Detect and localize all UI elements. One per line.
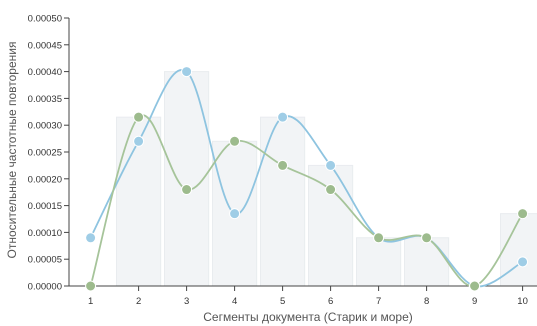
- x-tick-label: 9: [472, 296, 477, 307]
- x-tick-label: 8: [424, 296, 429, 307]
- y-tick-label: 0.00010: [28, 228, 62, 239]
- y-tick-label: 0.00035: [28, 94, 62, 105]
- series-points: [85, 66, 529, 292]
- y-axis-ticks: 0.00000 0.00005 0.00010 0.00015 0.00020 0.000…: [28, 14, 69, 293]
- x-tick-label: 4: [232, 296, 237, 307]
- background-bar: [260, 116, 306, 287]
- y-tick-label: 0.00000: [28, 282, 62, 293]
- x-axis-title: Сегменты документа (Старик и море): [203, 310, 413, 324]
- series-2-point[interactable]: [421, 232, 433, 244]
- y-tick-label: 0.00015: [28, 201, 62, 212]
- series-2-point[interactable]: [229, 135, 241, 147]
- y-tick-label: 0.00045: [28, 40, 62, 51]
- x-axis-ticks: 1 2 3 4 5 6 7 8 9 10: [88, 286, 528, 307]
- background-bars: [116, 71, 537, 287]
- series-2-point[interactable]: [181, 184, 193, 196]
- series-2-point[interactable]: [85, 280, 97, 292]
- y-tick-label: 0.00025: [28, 148, 62, 159]
- x-tick-label: 2: [136, 296, 141, 307]
- series-1-point[interactable]: [229, 208, 241, 220]
- x-tick-label: 6: [328, 296, 333, 307]
- series-1-point[interactable]: [133, 135, 145, 147]
- background-bar: [356, 237, 402, 287]
- y-tick-label: 0.00020: [28, 174, 62, 185]
- series-2-point[interactable]: [325, 184, 337, 196]
- y-axis-title: Относительные частотные повторения: [5, 42, 19, 259]
- x-tick-label: 5: [280, 296, 285, 307]
- y-tick-label: 0.00050: [28, 14, 62, 25]
- series-1-point[interactable]: [85, 232, 97, 244]
- series-1-point[interactable]: [517, 256, 529, 268]
- series-1-point[interactable]: [277, 111, 289, 123]
- series-1-point[interactable]: [181, 66, 193, 78]
- x-tick-label: 1: [88, 296, 93, 307]
- series-2-point[interactable]: [469, 280, 481, 292]
- background-bar: [404, 237, 450, 287]
- series-2-point[interactable]: [373, 232, 385, 244]
- series-2-point[interactable]: [277, 159, 289, 171]
- series-1-point[interactable]: [325, 159, 337, 171]
- y-tick-label: 0.00030: [28, 121, 62, 132]
- background-bar: [308, 164, 354, 287]
- background-bar: [164, 71, 210, 287]
- y-tick-label: 0.00005: [28, 255, 62, 266]
- series-2-point[interactable]: [133, 111, 145, 123]
- x-tick-label: 3: [184, 296, 189, 307]
- x-tick-label: 10: [517, 296, 528, 307]
- series-2-point[interactable]: [517, 208, 529, 220]
- x-tick-label: 7: [376, 296, 381, 307]
- background-bar: [500, 213, 537, 287]
- y-tick-label: 0.00040: [28, 67, 62, 78]
